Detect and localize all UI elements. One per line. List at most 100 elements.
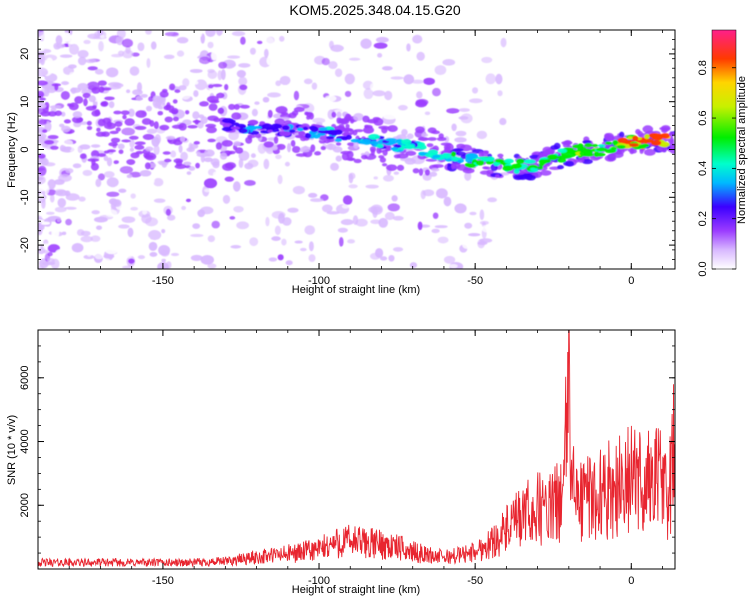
heatmap-cell — [50, 107, 57, 112]
heatmap-cell — [452, 113, 459, 123]
heatmap-cell — [61, 231, 67, 236]
x-tick-label: -150 — [152, 275, 174, 287]
heatmap-cell — [304, 133, 312, 139]
heatmap-cell — [381, 163, 388, 167]
heatmap-cell — [207, 115, 219, 121]
heatmap-cell — [471, 87, 479, 94]
y-tick-label: 4000 — [19, 429, 31, 453]
heatmap-cell — [78, 196, 86, 202]
heatmap-cell — [85, 58, 96, 64]
heatmap-cell — [221, 140, 233, 147]
heatmap-cell — [40, 221, 51, 225]
heatmap-cell — [38, 31, 49, 40]
heatmap-cell — [122, 114, 127, 120]
heatmap-cell — [64, 206, 77, 210]
heatmap-cell — [263, 141, 274, 148]
heatmap-cell — [149, 120, 155, 127]
heatmap-cell — [596, 147, 608, 152]
heatmap-cell — [65, 218, 72, 226]
heatmap-cell — [334, 129, 343, 135]
heatmap-cell — [436, 137, 447, 142]
heatmap-cell — [233, 103, 240, 110]
heatmap-cell — [195, 162, 200, 169]
heatmap-cell — [304, 225, 316, 235]
heatmap-cell — [103, 96, 115, 101]
heatmap-cell — [454, 137, 467, 143]
heatmap-cell — [82, 136, 95, 145]
heatmap-cell — [97, 80, 107, 86]
heatmap-cell — [179, 194, 190, 200]
heatmap-cell — [594, 152, 606, 157]
heatmap-cell — [192, 111, 200, 120]
heatmap-cell — [612, 139, 619, 146]
heatmap-cell — [406, 43, 411, 52]
heatmap-cell — [542, 146, 553, 154]
heatmap-cell — [146, 128, 157, 134]
heatmap-cell — [393, 154, 401, 159]
heatmap-cell — [661, 128, 668, 134]
heatmap-cell — [90, 235, 101, 242]
heatmap-cell — [38, 67, 49, 77]
heatmap-cell — [443, 196, 452, 207]
heatmap-cell — [77, 83, 89, 91]
heatmap-cell — [489, 129, 497, 139]
heatmap-cell — [375, 36, 389, 43]
y-tick-label: 6000 — [19, 366, 31, 390]
heatmap-cell — [348, 157, 355, 161]
heatmap-cell — [248, 44, 255, 49]
heatmap-cell — [161, 160, 168, 168]
heatmap-cell — [165, 135, 176, 140]
heatmap-cell — [334, 68, 343, 78]
heatmap-cell — [178, 122, 187, 131]
heatmap-cell — [217, 107, 225, 115]
heatmap-cell — [540, 170, 552, 176]
heatmap-cell — [122, 265, 134, 269]
heatmap-cell — [174, 89, 181, 93]
heatmap-cell — [263, 158, 270, 170]
heatmap-cell — [60, 90, 70, 100]
heatmap-cell — [450, 162, 456, 170]
heatmap-cell — [180, 90, 191, 100]
heatmap-cell — [135, 150, 144, 155]
heatmap-cell — [79, 144, 91, 150]
heatmap-cell — [40, 111, 51, 117]
heatmap-cell — [130, 206, 139, 211]
heatmap-cell — [604, 148, 617, 154]
heatmap-cell — [192, 120, 201, 124]
heatmap-cell — [188, 166, 196, 171]
heatmap-cell — [381, 66, 393, 71]
heatmap-cell — [286, 142, 292, 153]
heatmap-cell — [176, 37, 189, 44]
heatmap-cell — [153, 144, 160, 156]
snr-x-axis: -150 -100 -50 0 — [37, 330, 663, 587]
y-tick-label: 10 — [19, 96, 31, 108]
heatmap-cell — [193, 141, 200, 145]
heatmap-cell — [326, 211, 340, 215]
heatmap-cell — [64, 146, 72, 151]
heatmap-cell — [255, 133, 262, 139]
heatmap-cell — [406, 133, 414, 140]
heatmap-cell — [207, 235, 215, 243]
heatmap-cell — [83, 254, 95, 260]
heatmap-cell — [478, 151, 484, 159]
heatmap-cell — [94, 68, 104, 75]
heatmap-cell — [96, 127, 101, 132]
heatmap-cell — [267, 129, 273, 133]
heatmap-cell — [101, 257, 112, 268]
heatmap-cell — [150, 174, 155, 185]
heatmap-cell — [327, 131, 334, 135]
heatmap-cell — [163, 40, 173, 46]
heatmap-cell — [59, 123, 65, 128]
heatmap-cell — [87, 158, 100, 162]
heatmap-cell — [500, 172, 510, 176]
heatmap-cell — [530, 167, 537, 171]
heatmap-cell — [354, 103, 368, 114]
heatmap-cell — [134, 144, 145, 150]
heatmap-cell — [43, 244, 48, 248]
heatmap-cell — [365, 184, 379, 189]
heatmap-cell — [128, 201, 133, 209]
heatmap-cell — [387, 203, 400, 212]
heatmap-cell — [106, 240, 115, 247]
heatmap-cell — [502, 165, 514, 172]
heatmap-cell — [38, 219, 45, 223]
